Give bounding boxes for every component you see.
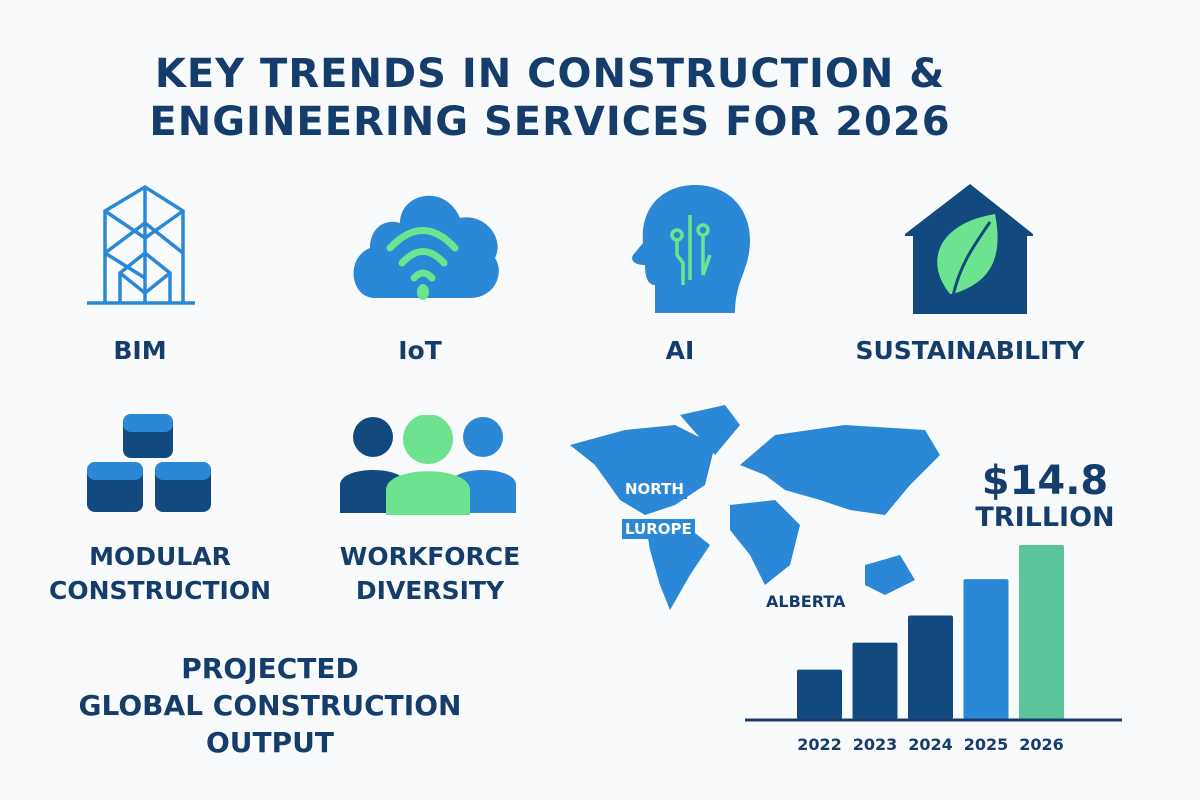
x-tick-label: 2023 (853, 735, 898, 754)
trend-label-workforce-diversity: WORKFORCE DIVERSITY (310, 540, 550, 608)
building-wireframe-icon (87, 184, 195, 305)
label-line: OUTPUT (206, 726, 334, 759)
map-label-alberta: ALBERTA (766, 592, 846, 611)
title-line-2: ENGINEERING SERVICES FOR 2026 (149, 99, 951, 145)
label-line: PROJECTED (181, 652, 359, 685)
x-tick-label: 2026 (1019, 735, 1064, 754)
bar-2025 (963, 579, 1009, 719)
trend-label-sustainability: SUSTAINABILITY (855, 336, 1085, 365)
stacked-blocks-icon (87, 414, 211, 512)
bar-2022 (797, 669, 842, 719)
projection-value: $14.8 (981, 458, 1109, 504)
label-line: DIVERSITY (355, 576, 505, 605)
projection-heading: PROJECTED GLOBAL CONSTRUCTION OUTPUT (60, 650, 480, 761)
trend-label-iot: IoT (398, 336, 442, 365)
title-line-1: KEY TRENDS IN CONSTRUCTION & (154, 51, 946, 97)
people-group-icon (340, 415, 516, 515)
x-tick-label: 2025 (964, 735, 1009, 754)
projection-unit: TRILLION (975, 502, 1115, 533)
bar-2024 (908, 615, 953, 719)
head-circuit-icon (632, 185, 750, 313)
label-line: CONSTRUCTION (48, 576, 271, 605)
label-line: WORKFORCE (339, 542, 521, 571)
cloud-wifi-icon (353, 195, 499, 300)
x-tick-label: 2022 (797, 735, 842, 754)
trend-label-modular-construction: MODULAR CONSTRUCTION (30, 540, 290, 608)
bar-chart: 2022 2023 2024 2025 2026 (745, 545, 1122, 754)
x-tick-label: 2024 (908, 735, 953, 754)
bar-2026 (1019, 545, 1064, 719)
trend-label-bim: BIM (113, 336, 167, 365)
map-label-lurope: LUROPE (622, 519, 695, 539)
house-leaf-icon (905, 184, 1033, 314)
page-title: KEY TRENDS IN CONSTRUCTION & ENGINEERING… (0, 50, 1100, 146)
map-label-north: NORTH (622, 479, 687, 499)
label-line: MODULAR (89, 542, 231, 571)
bar-2023 (852, 642, 898, 719)
trend-label-ai: AI (665, 336, 695, 365)
label-line: GLOBAL CONSTRUCTION (78, 689, 462, 722)
